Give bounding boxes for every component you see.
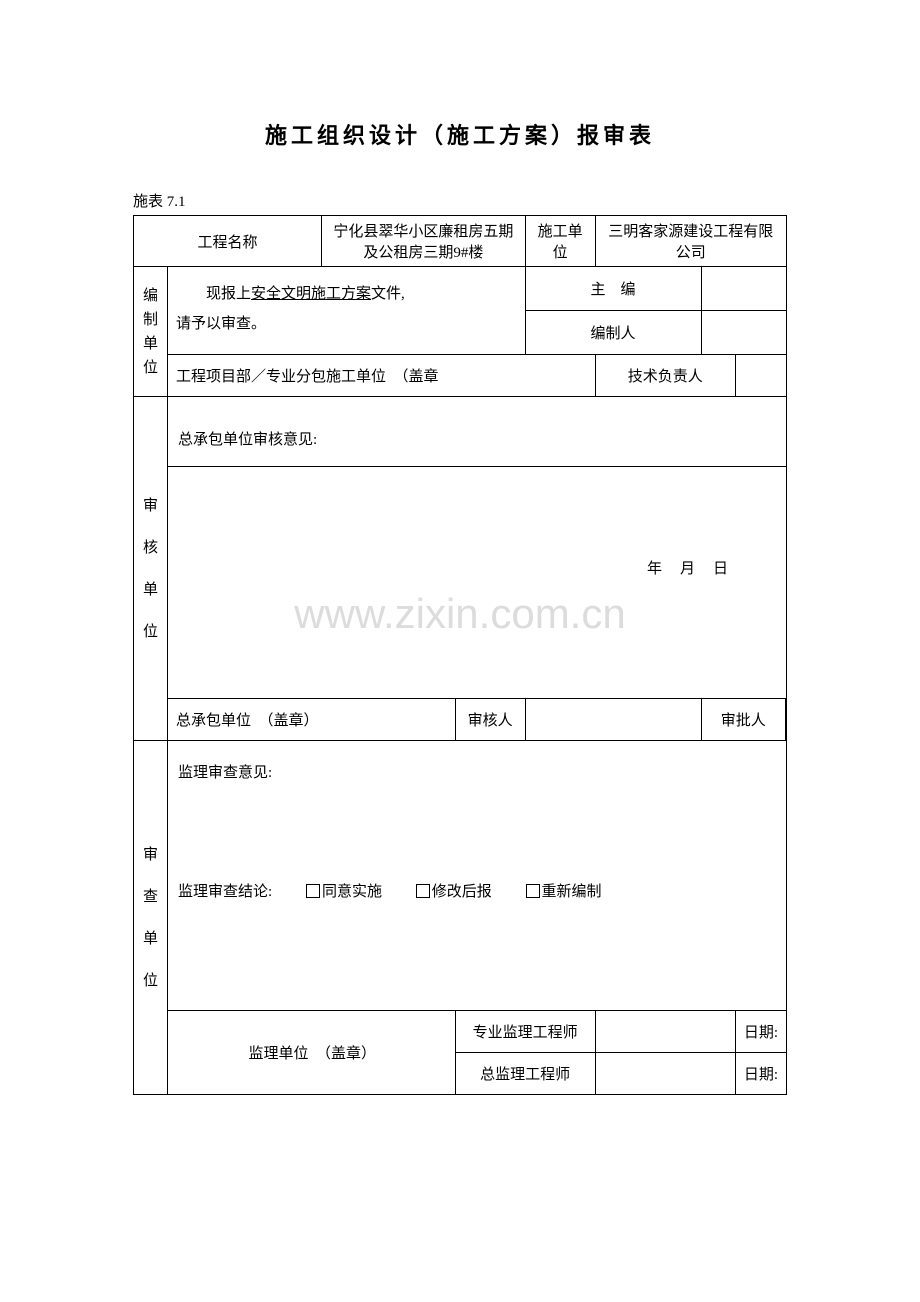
project-name-label: 工程名称 xyxy=(134,216,322,267)
preparer-label: 编制人 xyxy=(525,311,701,355)
supervise-conclusion-row: 监理审查结论: 同意实施 修改后报 重新编制 xyxy=(168,789,787,1011)
construct-unit-value: 三明客家源建设工程有限公司 xyxy=(595,216,786,267)
vchar: 审 xyxy=(143,847,158,863)
prep-unit-vlabel: 编 制 单 位 xyxy=(134,267,168,397)
opt-revise: 修改后报 xyxy=(432,884,492,900)
checkbox-icon xyxy=(526,884,540,898)
vchar: 单 xyxy=(143,336,158,352)
table-row: 工程项目部／专业分包施工单位 （盖章 技术负责人 xyxy=(134,355,787,397)
submit-underlined: 安全文明施工方案 xyxy=(251,286,371,302)
chief-engineer-label: 总监理工程师 xyxy=(455,1053,595,1095)
reviewer-value xyxy=(525,699,701,741)
preparer-value xyxy=(701,311,787,355)
table-row: 审 核 单 位 总承包单位审核意见: xyxy=(134,397,787,467)
chief-engineer-date-label: 日期: xyxy=(735,1053,786,1095)
approver-value xyxy=(785,699,786,741)
submit-text-cell: 现报上安全文明施工方案文件, 请予以审查。 xyxy=(168,267,526,355)
review-date-line: 年月日 xyxy=(168,467,787,699)
chief-editor-label: 主 编 xyxy=(525,267,701,311)
table-number: 施表 7.1 xyxy=(0,190,920,215)
reviewer-label: 审核人 xyxy=(455,699,525,741)
checkbox-icon xyxy=(306,884,320,898)
vchar: 位 xyxy=(143,624,158,640)
vchar: 制 xyxy=(143,312,158,328)
opt-redo: 重新编制 xyxy=(542,884,602,900)
table-row: 年月日 xyxy=(134,467,787,699)
submit-line2: 请予以审查。 xyxy=(176,316,266,332)
pro-engineer-label: 专业监理工程师 xyxy=(455,1011,595,1053)
vchar: 单 xyxy=(143,931,158,947)
tech-leader-label: 技术负责人 xyxy=(595,355,735,397)
opt-agree: 同意实施 xyxy=(322,884,382,900)
vchar: 查 xyxy=(143,889,158,905)
chief-editor-value xyxy=(701,267,787,311)
review-opinion-label: 总承包单位审核意见: xyxy=(168,397,787,467)
submit-suffix: 文件, xyxy=(371,286,405,302)
review-unit-vlabel: 审 核 单 位 xyxy=(134,397,168,741)
construct-unit-label: 施工单位 xyxy=(525,216,595,267)
supervise-unit-stamp: 监理单位 （盖章） xyxy=(168,1011,456,1095)
conclusion-label: 监理审查结论: xyxy=(178,884,272,900)
table-row: 总承包单位 （盖章） 审核人 审批人 xyxy=(134,699,787,741)
table-row: 监理审查结论: 同意实施 修改后报 重新编制 xyxy=(134,789,787,1011)
vchar: 位 xyxy=(143,360,158,376)
vchar: 核 xyxy=(143,540,158,556)
project-name-value: 宁化县翠华小区廉租房五期及公租房三期9#楼 xyxy=(322,216,526,267)
vchar: 编 xyxy=(143,288,158,304)
pro-engineer-date-label: 日期: xyxy=(735,1011,786,1053)
table-row: 编 制 单 位 现报上安全文明施工方案文件, 请予以审查。 主 编 xyxy=(134,267,787,311)
supervise-opinion-label: 监理审查意见: xyxy=(168,741,787,789)
table-row: 工程名称 宁化县翠华小区廉租房五期及公租房三期9#楼 施工单位 三明客家源建设工… xyxy=(134,216,787,267)
dept-stamp-label: 工程项目部／专业分包施工单位 （盖章 xyxy=(168,355,596,397)
table-row: 审 查 单 位 监理审查意见: xyxy=(134,741,787,789)
approval-form-table: 工程名称 宁化县翠华小区廉租房五期及公租房三期9#楼 施工单位 三明客家源建设工… xyxy=(133,215,787,1095)
pro-engineer-value xyxy=(595,1011,735,1053)
page-title: 施工组织设计（施工方案）报审表 xyxy=(0,0,920,190)
supervise-unit-vlabel: 审 查 单 位 xyxy=(134,741,168,1095)
checkbox-icon xyxy=(416,884,430,898)
vchar: 位 xyxy=(143,973,158,989)
contractor-stamp-label: 总承包单位 （盖章） xyxy=(168,699,456,741)
tech-leader-value xyxy=(735,355,786,397)
table-row: 监理单位 （盖章） 专业监理工程师 日期: xyxy=(134,1011,787,1053)
chief-engineer-value xyxy=(595,1053,735,1095)
vchar: 审 xyxy=(143,498,158,514)
vchar: 单 xyxy=(143,582,158,598)
submit-prefix: 现报上 xyxy=(206,286,251,302)
approver-label: 审批人 xyxy=(701,699,785,741)
